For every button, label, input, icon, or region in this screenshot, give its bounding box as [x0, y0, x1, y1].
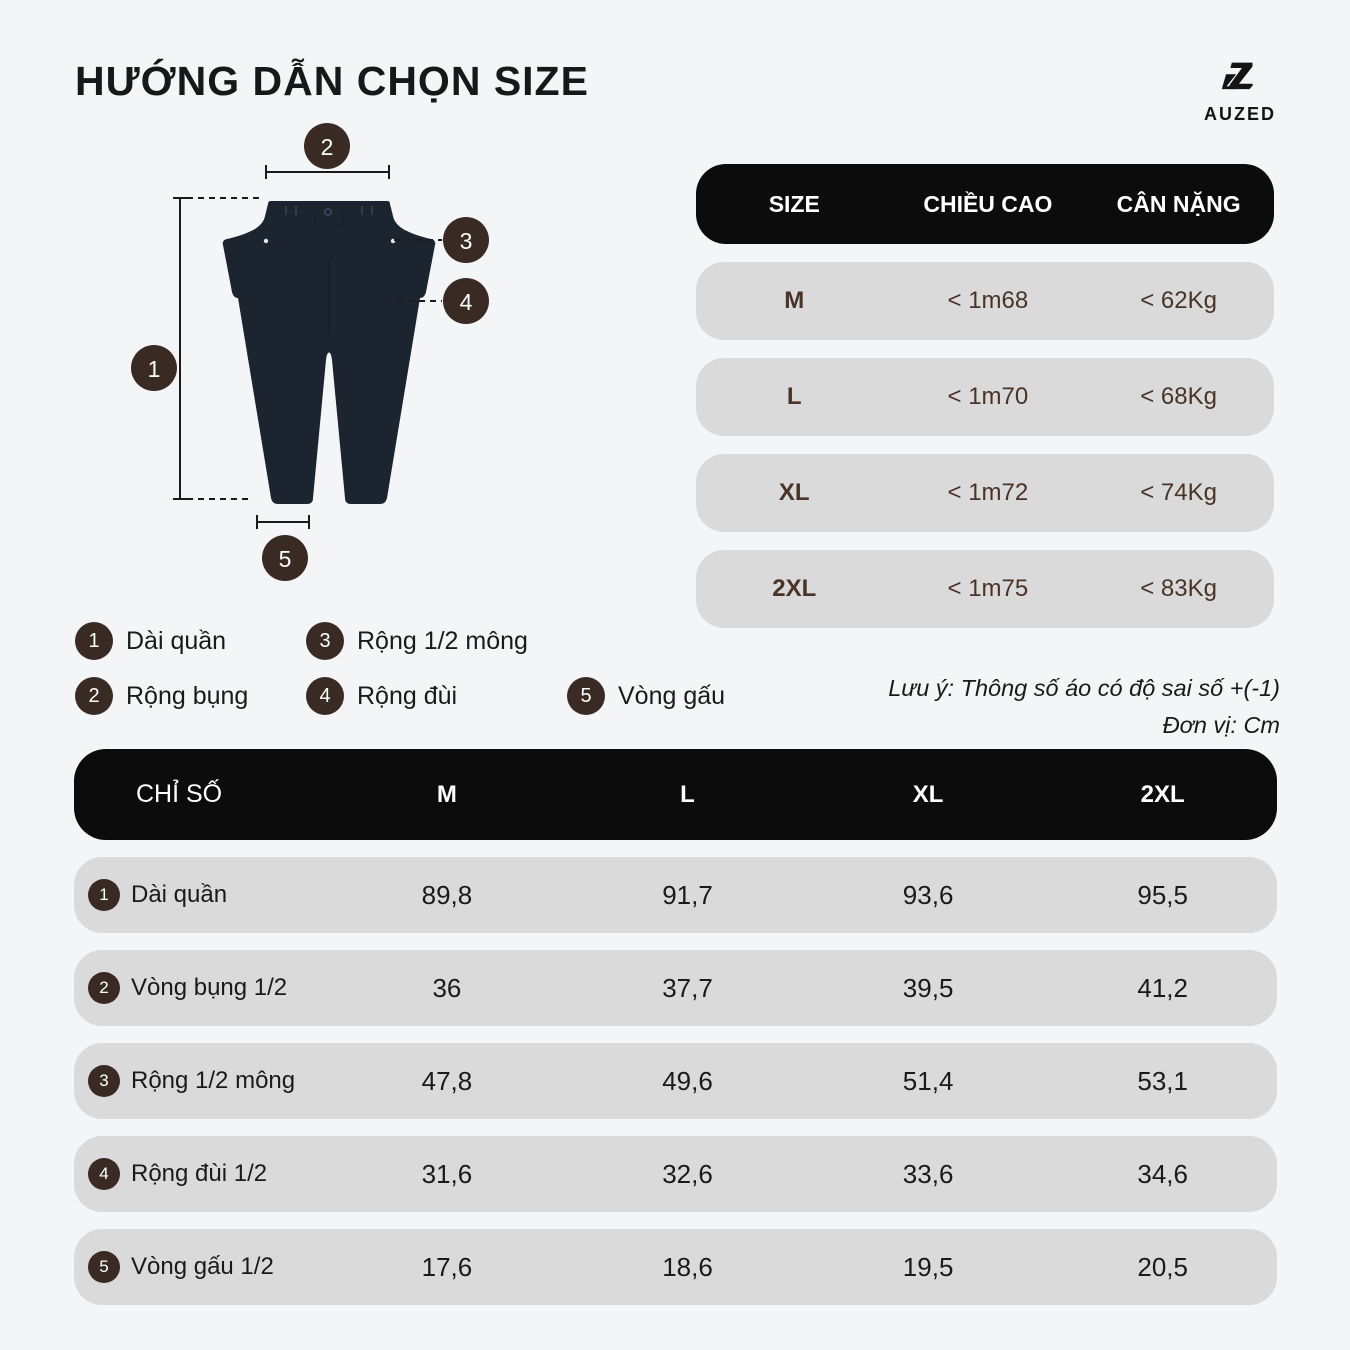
- svg-text:4: 4: [460, 289, 473, 315]
- svg-text:1: 1: [148, 356, 161, 382]
- svg-text:2: 2: [321, 134, 334, 160]
- svg-text:3: 3: [460, 228, 473, 254]
- svg-text:5: 5: [279, 546, 292, 572]
